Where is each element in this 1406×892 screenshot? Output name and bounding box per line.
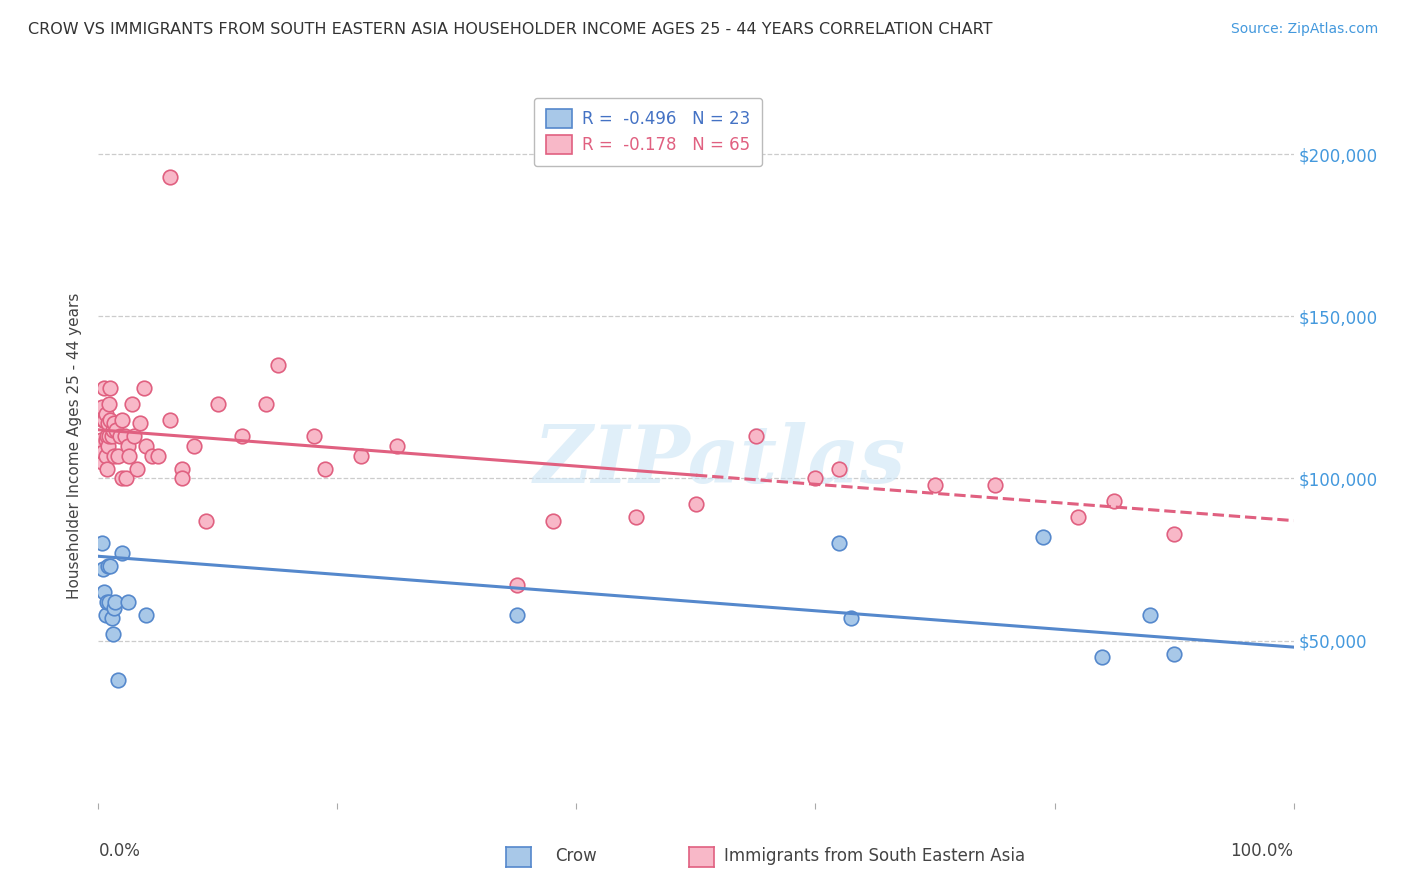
- Point: [385, 439, 409, 453]
- Point: [828, 536, 851, 550]
- Point: [111, 471, 134, 485]
- Point: [97, 417, 120, 431]
- Point: [98, 429, 121, 443]
- Point: [828, 461, 851, 475]
- Point: [541, 514, 564, 528]
- Point: [105, 423, 128, 437]
- Point: [135, 607, 157, 622]
- Text: Immigrants from South Eastern Asia: Immigrants from South Eastern Asia: [724, 847, 1025, 865]
- Point: [1139, 607, 1161, 622]
- Point: [94, 407, 117, 421]
- Point: [804, 471, 827, 485]
- Point: [111, 546, 134, 560]
- Text: 0.0%: 0.0%: [98, 842, 141, 860]
- Point: [103, 601, 125, 615]
- Point: [97, 439, 120, 453]
- Point: [1067, 510, 1090, 524]
- Point: [98, 595, 121, 609]
- Point: [207, 397, 229, 411]
- Text: ZIPatlas: ZIPatlas: [534, 422, 905, 499]
- Point: [91, 536, 114, 550]
- Y-axis label: Householder Income Ages 25 - 44 years: Householder Income Ages 25 - 44 years: [67, 293, 83, 599]
- Point: [506, 578, 529, 592]
- Point: [141, 449, 163, 463]
- Point: [159, 169, 181, 184]
- Point: [267, 358, 290, 372]
- Point: [107, 673, 129, 687]
- Point: [97, 559, 120, 574]
- Point: [101, 627, 124, 641]
- Point: [117, 595, 139, 609]
- Point: [231, 429, 253, 443]
- Point: [1163, 526, 1185, 541]
- Point: [121, 397, 143, 411]
- Text: CROW VS IMMIGRANTS FROM SOUTH EASTERN ASIA HOUSEHOLDER INCOME AGES 25 - 44 YEARS: CROW VS IMMIGRANTS FROM SOUTH EASTERN AS…: [28, 22, 993, 37]
- Point: [108, 429, 131, 443]
- Point: [104, 595, 127, 609]
- Point: [924, 478, 946, 492]
- Point: [98, 381, 122, 395]
- Point: [129, 417, 152, 431]
- Point: [103, 449, 125, 463]
- Legend: R =  -0.496   N = 23, R =  -0.178   N = 65: R = -0.496 N = 23, R = -0.178 N = 65: [534, 97, 762, 166]
- Text: Crow: Crow: [555, 847, 598, 865]
- Point: [91, 562, 114, 576]
- Point: [91, 455, 114, 469]
- Point: [93, 585, 115, 599]
- Point: [98, 397, 121, 411]
- Point: [183, 439, 205, 453]
- Point: [135, 439, 157, 453]
- Point: [350, 449, 373, 463]
- Point: [115, 471, 138, 485]
- Point: [745, 429, 768, 443]
- Point: [125, 461, 148, 475]
- Point: [98, 413, 122, 427]
- Point: [100, 611, 122, 625]
- Point: [93, 381, 115, 395]
- Point: [1163, 647, 1185, 661]
- Point: [626, 510, 648, 524]
- Point: [1032, 530, 1054, 544]
- Point: [94, 433, 117, 447]
- Point: [98, 559, 122, 574]
- Point: [117, 439, 139, 453]
- Point: [1102, 494, 1125, 508]
- Point: [984, 478, 1007, 492]
- Point: [685, 497, 707, 511]
- Point: [90, 433, 112, 447]
- Point: [94, 449, 117, 463]
- Text: Source: ZipAtlas.com: Source: ZipAtlas.com: [1230, 22, 1378, 37]
- Point: [159, 413, 181, 427]
- Point: [100, 429, 122, 443]
- Point: [101, 423, 124, 437]
- Point: [96, 461, 118, 475]
- Point: [107, 449, 129, 463]
- Point: [91, 413, 114, 427]
- Point: [91, 400, 114, 414]
- Point: [172, 461, 194, 475]
- Point: [91, 445, 114, 459]
- Point: [111, 413, 134, 427]
- Point: [1091, 649, 1114, 664]
- Point: [124, 429, 146, 443]
- Point: [302, 429, 325, 443]
- Point: [103, 417, 125, 431]
- Point: [194, 514, 218, 528]
- Point: [841, 611, 863, 625]
- Point: [93, 413, 115, 427]
- Text: 100.0%: 100.0%: [1230, 842, 1294, 860]
- Point: [132, 381, 155, 395]
- Point: [114, 429, 136, 443]
- Point: [96, 429, 118, 443]
- Point: [315, 461, 337, 475]
- Point: [148, 449, 170, 463]
- Point: [506, 607, 529, 622]
- Point: [96, 595, 118, 609]
- Point: [118, 449, 141, 463]
- Point: [172, 471, 194, 485]
- Point: [254, 397, 277, 411]
- Point: [94, 607, 117, 622]
